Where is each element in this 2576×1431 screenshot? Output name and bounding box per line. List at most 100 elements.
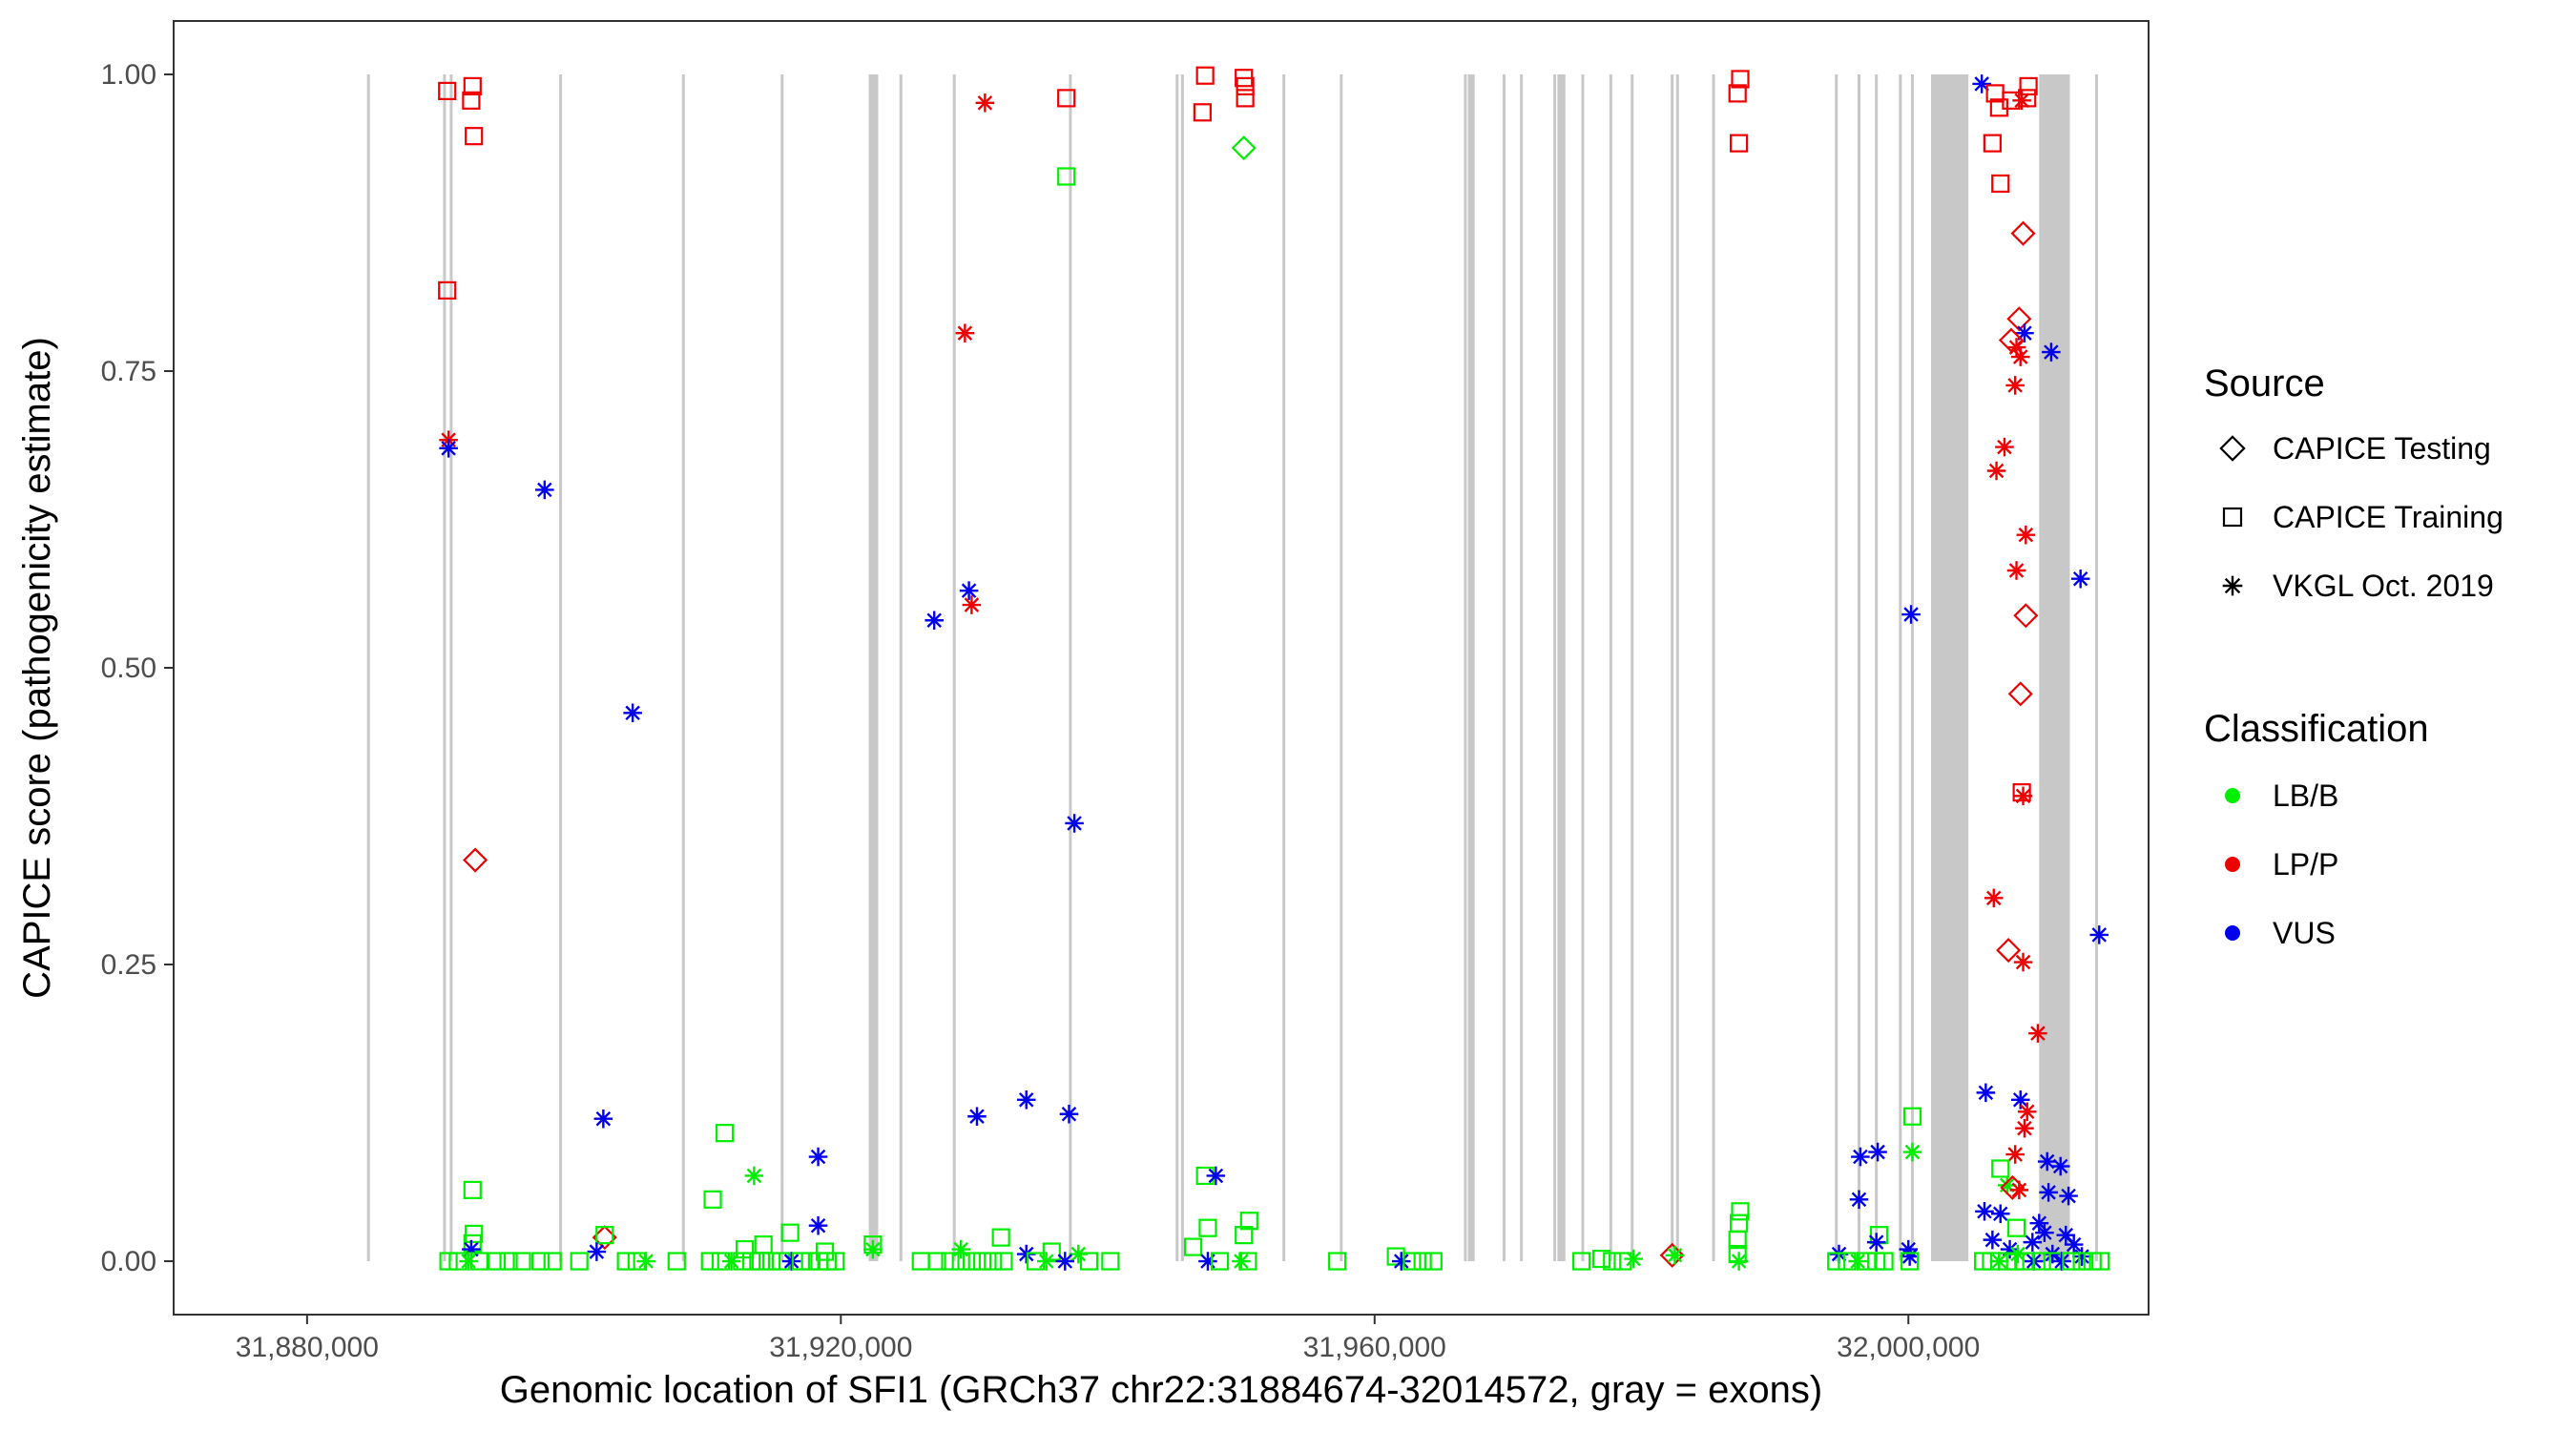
data-point-lbb-square: [2072, 1252, 2091, 1271]
data-point-lbb-square: [780, 1223, 800, 1242]
data-point-lbb-square: [1991, 1159, 2010, 1178]
data-point-lbb-square: [951, 1252, 970, 1271]
data-point-lbb-square: [941, 1252, 960, 1271]
data-point-lbb-square: [751, 1252, 771, 1271]
data-point-lpp-asterisk: [2013, 952, 2033, 972]
data-point-lbb-square: [2062, 1252, 2081, 1271]
data-point-lbb-square: [1858, 1252, 1877, 1271]
data-point-vus-asterisk: [2029, 1213, 2049, 1233]
data-point-vus-asterisk: [1868, 1142, 1887, 1162]
y-tick-label: 0.00: [101, 1246, 156, 1277]
data-point-lbb-square: [1079, 1252, 1099, 1271]
exon-band: [871, 73, 879, 1262]
legend-source-title: Source: [2204, 363, 2325, 404]
data-point-lbb-square: [1328, 1252, 1347, 1271]
data-point-lbb-square: [469, 1252, 488, 1271]
data-point-lbb-square: [991, 1228, 1010, 1247]
data-point-lpp-asterisk: [962, 595, 982, 614]
legend-label: LB/B: [2273, 778, 2338, 813]
data-point-lbb-square: [1057, 167, 1076, 186]
x-axis-title: Genomic location of SFI1 (GRCh37 chr22:3…: [500, 1369, 1822, 1411]
data-point-lbb-square: [1423, 1252, 1443, 1271]
data-point-lpp-asterisk: [2010, 347, 2030, 366]
data-point-vus-asterisk: [1976, 1083, 1996, 1103]
data-point-lpp-asterisk: [2009, 1180, 2029, 1200]
data-point-lbb-square: [791, 1252, 810, 1271]
data-point-lpp-square: [1057, 89, 1076, 108]
legend-label: LP/P: [2273, 847, 2338, 881]
data-point-lpp-asterisk: [2016, 525, 2036, 545]
data-point-vus-asterisk: [1900, 1247, 1920, 1266]
data-point-lbb-square: [2006, 1218, 2026, 1237]
data-point-lbb-asterisk: [1036, 1252, 1056, 1271]
data-point-lbb-asterisk: [1848, 1252, 1867, 1271]
exon-lines: [366, 73, 2098, 1262]
data-point-lbb-square: [703, 1190, 722, 1209]
data-point-lbb-square: [595, 1226, 614, 1245]
data-point-lbb-square: [1731, 1202, 1750, 1221]
legend-classification: Classification LB/B LP/P VUS: [2204, 708, 2429, 950]
data-point-vus-asterisk: [1901, 605, 1921, 624]
data-point-lpp-asterisk: [2005, 1145, 2025, 1164]
data-point-lbb-square: [616, 1252, 635, 1271]
data-point-lbb-square: [499, 1252, 518, 1271]
data-point-vus-asterisk: [623, 703, 642, 723]
data-point-vus-asterisk: [1849, 1190, 1869, 1210]
data-point-lpp-asterisk: [2028, 1024, 2047, 1043]
y-tick-label: 0.25: [101, 949, 156, 981]
data-point-lbb-square: [1875, 1252, 1894, 1271]
exon-band: [1557, 73, 1566, 1262]
y-tick-label: 0.75: [101, 356, 156, 387]
data-point-lbb-square: [761, 1252, 781, 1271]
legend-key-dot: [2225, 788, 2240, 803]
legend-key-asterisk: [2222, 575, 2243, 596]
data-point-vus-asterisk: [1983, 1230, 2003, 1250]
data-point-vus-asterisk: [808, 1147, 828, 1167]
data-point-lbb-square: [994, 1252, 1013, 1271]
data-point-lbb-square: [815, 1242, 835, 1261]
data-point-lbb-square: [1603, 1252, 1622, 1271]
exon-band: [1931, 73, 1969, 1262]
data-point-lpp-square: [438, 81, 457, 100]
data-point-vus-asterisk: [2072, 1247, 2091, 1266]
data-point-lbb-square: [733, 1252, 752, 1271]
data-point-lbb-square: [1042, 1242, 1061, 1261]
data-point-lbb-diamond: [1231, 135, 1257, 161]
data-point-lpp-square: [1731, 70, 1750, 89]
x-tick-label: 31,880,000: [236, 1332, 379, 1363]
legend-key-dot: [2225, 857, 2240, 872]
data-point-lpp-square: [1730, 134, 1749, 153]
data-point-vus-asterisk: [2035, 1223, 2054, 1242]
data-point-lbb-square: [531, 1252, 551, 1271]
data-point-lpp-square: [2018, 89, 2037, 108]
data-point-lbb-square: [1198, 1218, 1217, 1237]
data-point-lbb-square: [972, 1252, 992, 1271]
data-point-lpp-asterisk: [1995, 437, 2014, 457]
data-point-vus-asterisk: [1866, 1233, 1886, 1252]
data-point-lbb-square: [1235, 1226, 1254, 1245]
data-point-vus-asterisk: [2015, 323, 2034, 342]
data-point-lbb-square: [826, 1252, 845, 1271]
x-tick-label: 32,000,000: [1837, 1332, 1980, 1363]
data-point-lbb-square: [716, 1124, 735, 1143]
data-point-vus-asterisk: [781, 1252, 801, 1271]
data-point-vus-asterisk: [535, 480, 554, 500]
legend-key-diamond: [2219, 435, 2246, 462]
data-point-lpp-square: [1983, 134, 2002, 153]
exon-band: [1467, 73, 1475, 1262]
data-point-lbb-square: [1183, 1237, 1203, 1256]
data-point-lbb-square: [465, 1224, 484, 1244]
data-point-lpp-asterisk: [2006, 561, 2026, 580]
data-point-lbb-square: [742, 1252, 761, 1271]
y-tick-label: 0.50: [101, 653, 156, 684]
y-tick-label: 1.00: [101, 59, 156, 91]
data-point-lpp-asterisk: [2005, 376, 2025, 395]
data-point-lbb-square: [1210, 1252, 1230, 1271]
data-point-vus-asterisk: [2052, 1252, 2071, 1271]
data-point-lbb-square: [927, 1252, 946, 1271]
data-point-vus-asterisk: [1851, 1147, 1870, 1167]
data-point-vus-asterisk: [1990, 1204, 2010, 1224]
data-point-lpp-square: [1195, 66, 1215, 85]
data-point-lpp-diamond: [2007, 681, 2033, 707]
data-point-lpp-square: [1236, 89, 1255, 108]
